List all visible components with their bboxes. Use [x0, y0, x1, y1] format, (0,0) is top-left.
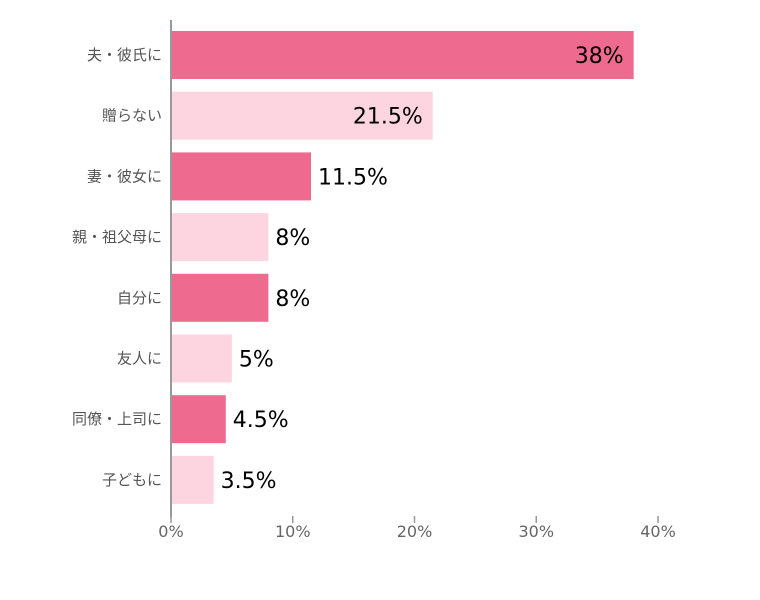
bar-cat-6	[171, 395, 226, 444]
x-tick-label: 30%	[518, 522, 554, 541]
x-tick-label: 10%	[275, 522, 311, 541]
data-label: 38%	[575, 44, 624, 69]
category-label: 妻・彼女に	[87, 167, 162, 185]
bar-cat-3	[171, 213, 269, 262]
data-label: 8%	[275, 226, 310, 251]
data-label: 3.5%	[221, 469, 277, 494]
x-tick-label: 20%	[397, 522, 433, 541]
category-label: 同僚・上司に	[72, 410, 162, 428]
category-label: 親・祖父母に	[72, 228, 162, 246]
x-tick-label: 0%	[158, 522, 183, 541]
category-label: 夫・彼氏に	[87, 46, 162, 64]
category-label: 贈らない	[102, 107, 162, 125]
data-label: 4.5%	[233, 408, 289, 433]
bar-cat-7	[171, 455, 214, 504]
category-label: 自分に	[117, 289, 162, 307]
bar-cat-2	[171, 152, 312, 201]
x-tick-label: 40%	[640, 522, 676, 541]
bars-group	[171, 31, 634, 504]
category-label: 子どもに	[102, 471, 162, 489]
data-labels: 38% 21.5% 11.5% 8% 8% 5% 4.5% 3.5%	[221, 44, 624, 494]
bar-cat-4	[171, 273, 269, 322]
category-label: 友人に	[117, 350, 162, 368]
bar-cat-1	[171, 91, 433, 140]
data-label: 21.5%	[353, 105, 423, 130]
data-label: 8%	[275, 287, 310, 312]
x-axis-ticks: 0% 10% 20% 30% 40%	[158, 516, 676, 541]
bar-cat-5	[171, 334, 232, 383]
bar-cat-0	[171, 31, 634, 79]
data-label: 5%	[239, 348, 274, 373]
data-label: 11.5%	[318, 165, 388, 190]
